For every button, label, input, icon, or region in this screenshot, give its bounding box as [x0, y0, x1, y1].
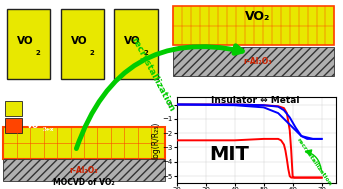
Bar: [60, 9, 104, 79]
Text: 2: 2: [90, 50, 94, 56]
Text: 2: 2: [36, 50, 40, 56]
Bar: [5, 118, 22, 133]
Text: 2: 2: [43, 110, 47, 115]
Text: VO: VO: [27, 121, 39, 130]
Text: MOCVD of VO₂: MOCVD of VO₂: [53, 178, 115, 187]
Text: MIT: MIT: [209, 145, 249, 164]
Text: recrystallization: recrystallization: [296, 137, 333, 187]
Bar: [173, 6, 334, 45]
Text: 2+x: 2+x: [43, 127, 54, 132]
Text: recrystallization: recrystallization: [129, 36, 176, 113]
Text: VO₂: VO₂: [245, 10, 270, 23]
Bar: [114, 9, 158, 79]
Text: Insulator ⇔ Metal: Insulator ⇔ Metal: [211, 96, 299, 105]
Bar: [7, 9, 50, 79]
Text: 2: 2: [143, 50, 148, 56]
Text: +melt: +melt: [55, 83, 81, 92]
Bar: [5, 101, 22, 116]
Text: → VO: → VO: [29, 83, 51, 92]
Bar: [173, 47, 334, 76]
Text: r-Al₂O₃: r-Al₂O₃: [243, 57, 272, 66]
Text: VO: VO: [17, 36, 33, 46]
Text: VO: VO: [71, 36, 87, 46]
Text: VO: VO: [27, 104, 39, 113]
Text: VO: VO: [3, 83, 16, 92]
Text: r-Al₂O₃: r-Al₂O₃: [70, 166, 98, 175]
Bar: [3, 127, 165, 159]
Text: 2: 2: [51, 89, 55, 94]
Bar: [3, 159, 165, 181]
Text: VO: VO: [124, 36, 141, 46]
Text: 2+x: 2+x: [19, 89, 31, 94]
Y-axis label: log(R/R₂₅): log(R/R₂₅): [152, 122, 161, 159]
